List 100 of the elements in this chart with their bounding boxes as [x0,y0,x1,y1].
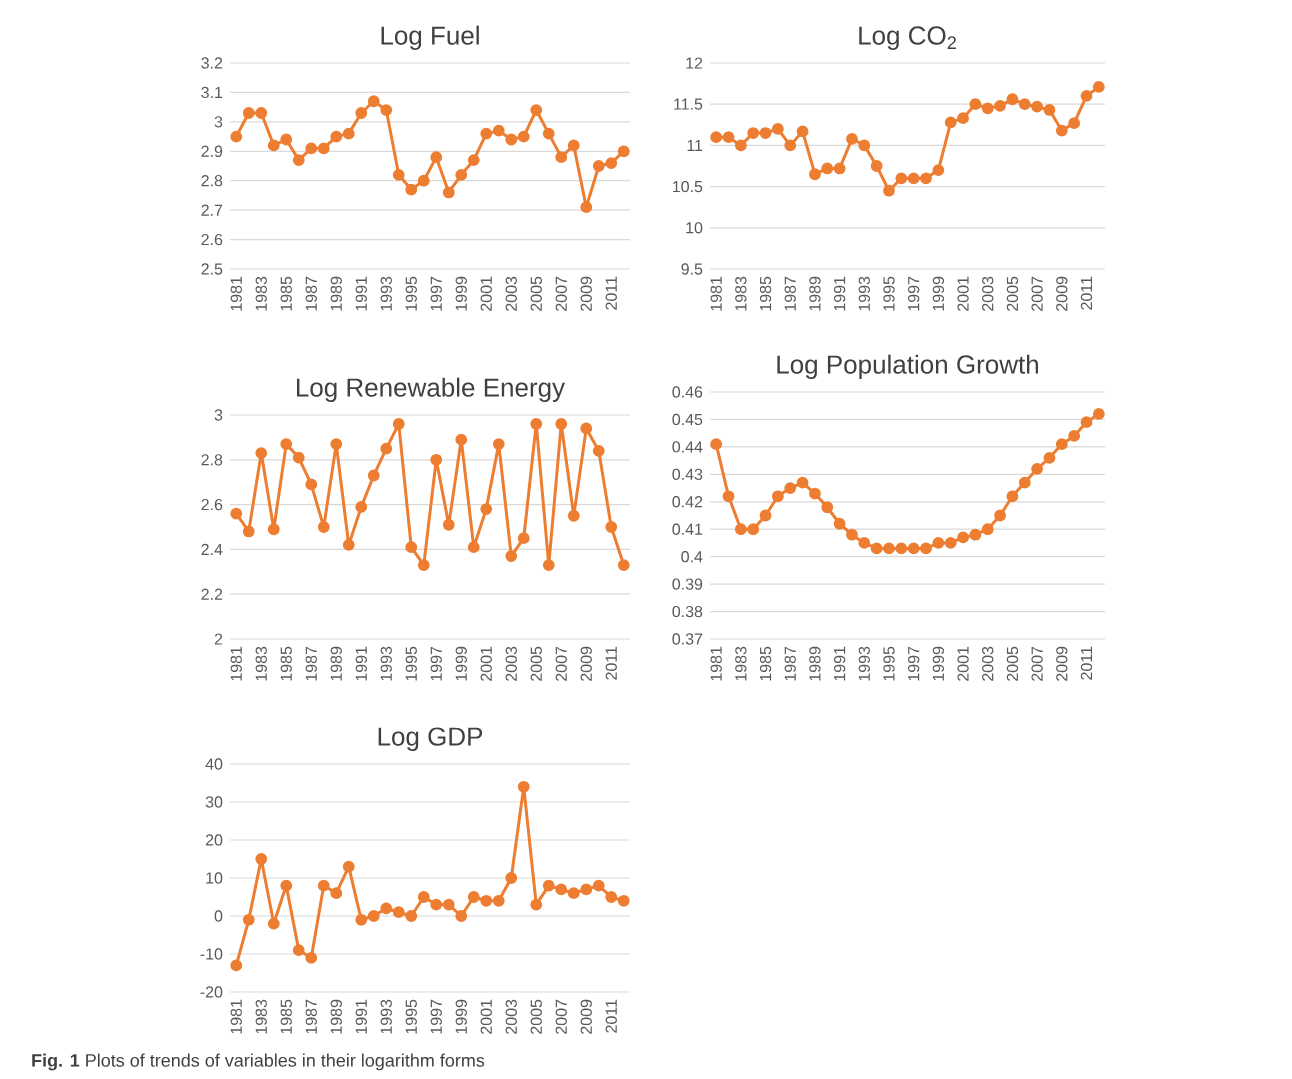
x-tick-label: 1997 [430,646,442,681]
point [710,131,723,144]
point [267,523,280,536]
point [895,542,908,555]
x-tick-label: 2011 [605,276,617,310]
point [230,507,243,520]
x-tick-label: 2009 [1056,646,1068,681]
point [1068,117,1081,130]
point [467,891,480,903]
point [255,853,268,865]
point [1031,100,1044,113]
x-tick-label: 1987 [305,276,317,311]
x-tick-label: 1989 [330,999,342,1034]
y-tick-label: 2.4 [201,543,223,555]
point [280,879,293,892]
y-tick-label: 11.5 [674,98,703,110]
point [605,157,618,169]
x-tick-label: 1997 [430,999,442,1034]
point [567,887,580,900]
point [342,860,355,873]
point [1092,80,1105,93]
y-tick-label: -20 [200,986,223,998]
y-tick-label: -10 [200,948,223,960]
y-tick-label: 20 [205,834,223,846]
point [380,442,393,455]
y-tick-label: 3.1 [201,86,223,99]
point [771,490,784,503]
y-tick-label: 3 [214,116,223,128]
point [542,879,555,892]
x-tick-label: 1995 [883,646,895,681]
point [846,132,858,145]
point [895,172,908,185]
point [821,501,834,514]
x-tick-label: 2005 [530,999,542,1034]
point [617,559,630,571]
chart-title: Log CO$_{2}$ [859,26,956,50]
point [405,183,418,196]
point [255,447,268,459]
point [367,469,380,482]
x-tick-label: 2009 [1056,276,1068,311]
x-tick-label: 2009 [580,276,592,311]
point [747,523,760,536]
y-tick-label: 10.5 [673,180,703,193]
chart-title: Log GDP [378,727,483,751]
x-tick-label: 2005 [1006,276,1019,311]
point [734,139,747,152]
y-tick-label: 0.43 [672,468,703,480]
point [1068,430,1081,442]
point [455,910,468,922]
point [957,112,969,125]
point [405,910,418,922]
x-tick-label: 1985 [280,276,292,311]
point [1043,451,1056,464]
x-tick-label: 2007 [1031,646,1043,681]
point [567,509,580,522]
point [784,139,797,152]
x-tick-label: 2001 [480,646,492,681]
x-tick-label: 1983 [735,646,747,681]
point [846,528,858,541]
point [530,898,543,911]
x-tick-label: 1985 [280,646,292,681]
point [417,174,430,187]
chart-title: Log Renewable Energy [296,377,566,402]
point [555,883,568,896]
point [796,125,809,138]
y-tick-label: 0.39 [672,578,703,590]
x-tick-label: 1991 [355,646,367,681]
point [870,160,883,172]
y-tick-label: 2.6 [201,233,223,246]
point [759,509,772,522]
point [1018,476,1031,489]
x-tick-label: 2005 [530,276,542,311]
point [305,142,318,155]
x-tick-label: 2003 [505,999,517,1034]
x-tick-label: 1991 [355,999,367,1034]
point [280,133,293,146]
x-tick-label: 1983 [735,276,747,311]
point [957,531,969,544]
point [392,906,405,919]
point [994,509,1006,522]
x-tick-label: 1983 [255,276,267,311]
point [617,145,630,158]
x-tick-label: 2001 [480,999,492,1034]
x-tick-label: 1995 [405,999,417,1034]
point [759,127,772,139]
y-tick-label: 3.2 [201,57,223,69]
y-tick-label: 9.5 [681,263,703,275]
x-tick-label: 1995 [883,276,895,311]
point [858,537,871,549]
point [355,913,368,926]
x-tick-label: 1999 [455,276,467,311]
point [330,887,343,900]
point [1031,462,1044,475]
point [517,780,530,793]
x-tick-label: 2001 [957,276,969,311]
point [833,517,846,530]
point [517,532,530,545]
x-tick-label: 1987 [305,646,317,681]
point [1055,124,1068,137]
y-tick-label: 3 [214,409,223,421]
